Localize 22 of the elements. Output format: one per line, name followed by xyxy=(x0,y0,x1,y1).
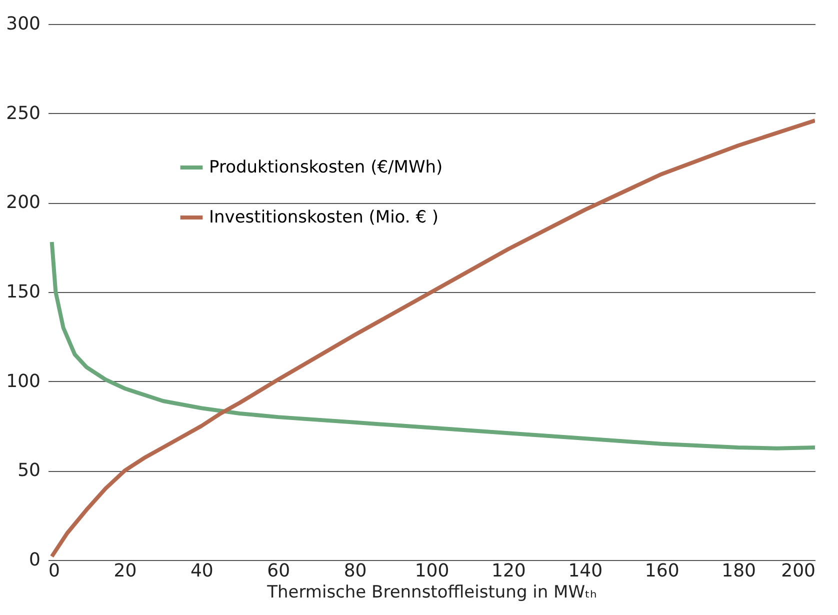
x-tick-label: 200 xyxy=(781,560,816,582)
y-tick-label: 150 xyxy=(6,282,40,302)
y-tick-label: 100 xyxy=(6,370,40,392)
x-axis-title: Thermische Brennstoffleistung in MWₜₕ xyxy=(266,582,597,602)
y-tick-label: 50 xyxy=(18,460,40,482)
line-series xyxy=(50,118,815,558)
x-tick-label: 180 xyxy=(722,560,756,582)
x-tick-label: 80 xyxy=(344,560,367,582)
x-tick-label: 160 xyxy=(644,560,680,582)
x-tick-label: 0 xyxy=(48,560,60,582)
y-tick-label: 200 xyxy=(6,192,40,214)
y-tick-label: 300 xyxy=(6,14,40,34)
x-tick-label: 120 xyxy=(492,560,526,582)
x-tick-label: 60 xyxy=(267,560,290,582)
x-tick-label: 20 xyxy=(114,560,137,582)
line-series xyxy=(50,240,815,450)
x-tick-label: 40 xyxy=(190,560,214,582)
x-tick-label: 140 xyxy=(568,560,603,582)
y-tick-label: 250 xyxy=(6,102,40,124)
x-tick-label: 100 xyxy=(414,560,450,582)
legend-label: Produktionskosten (€/MWh) xyxy=(209,158,443,178)
legend-label: Investitionskosten (Mio. € ) xyxy=(209,208,439,228)
